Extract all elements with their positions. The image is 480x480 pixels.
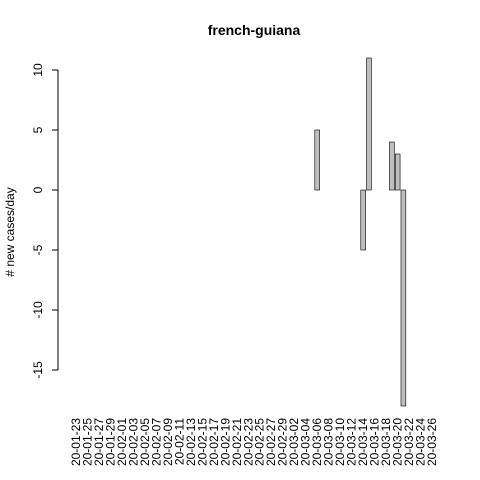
x-tick-label: 20-03-24 — [414, 418, 428, 466]
x-tick-label: 20-02-03 — [126, 418, 140, 466]
x-tick-label: 20-01-27 — [92, 418, 106, 466]
bar — [366, 57, 372, 191]
x-tick-label: 20-03-16 — [368, 418, 382, 466]
bar — [394, 153, 401, 191]
y-axis-label: # new cases/day — [3, 187, 17, 276]
y-tick-label: 10 — [31, 63, 45, 77]
x-tick-label: 20-01-25 — [80, 418, 94, 466]
y-tick-label: -10 — [31, 301, 45, 319]
x-tick-label: 20-03-18 — [379, 418, 393, 466]
x-tick-label: 20-02-17 — [207, 418, 221, 466]
y-tick-label: -5 — [31, 244, 45, 255]
x-tick-label: 20-03-06 — [310, 418, 324, 466]
x-tick-label: 20-02-19 — [218, 418, 232, 466]
x-tick-label: 20-02-05 — [138, 418, 152, 466]
bar — [389, 141, 395, 191]
x-tick-label: 20-02-27 — [264, 418, 278, 466]
y-tick-label: -15 — [31, 361, 45, 379]
x-tick-label: 20-03-14 — [356, 418, 370, 466]
x-tick-label: 20-02-09 — [161, 418, 175, 466]
x-tick-label: 20-03-26 — [425, 418, 439, 466]
x-tick-label: 20-02-21 — [230, 418, 244, 466]
x-tick-label: 20-02-11 — [172, 418, 186, 465]
x-tick-label: 20-02-13 — [184, 418, 198, 466]
x-tick-label: 20-01-29 — [103, 418, 117, 466]
x-tick-label: 20-03-02 — [287, 418, 301, 466]
chart-title: french-guiana — [208, 22, 301, 38]
x-tick-label: 20-02-07 — [149, 418, 163, 466]
x-tick-label: 20-03-04 — [299, 418, 313, 466]
x-tick-label: 20-03-22 — [402, 418, 416, 466]
x-tick-label: 20-02-29 — [276, 418, 290, 466]
x-tick-label: 20-03-12 — [345, 418, 359, 466]
y-tick-label: 5 — [31, 126, 45, 133]
bar — [314, 129, 320, 191]
x-tick-label: 20-02-01 — [115, 418, 129, 466]
x-tick-label: 20-03-10 — [333, 418, 347, 466]
x-tick-label: 20-03-20 — [391, 418, 405, 466]
x-tick-label: 20-03-08 — [322, 418, 336, 466]
y-tick-label: 0 — [31, 186, 45, 193]
x-tick-label: 20-01-23 — [69, 418, 83, 466]
x-tick-label: 20-02-23 — [241, 418, 255, 466]
x-tick-label: 20-02-15 — [195, 418, 209, 466]
bar — [400, 189, 407, 407]
x-tick-label: 20-02-25 — [253, 418, 267, 466]
bar — [360, 189, 366, 251]
